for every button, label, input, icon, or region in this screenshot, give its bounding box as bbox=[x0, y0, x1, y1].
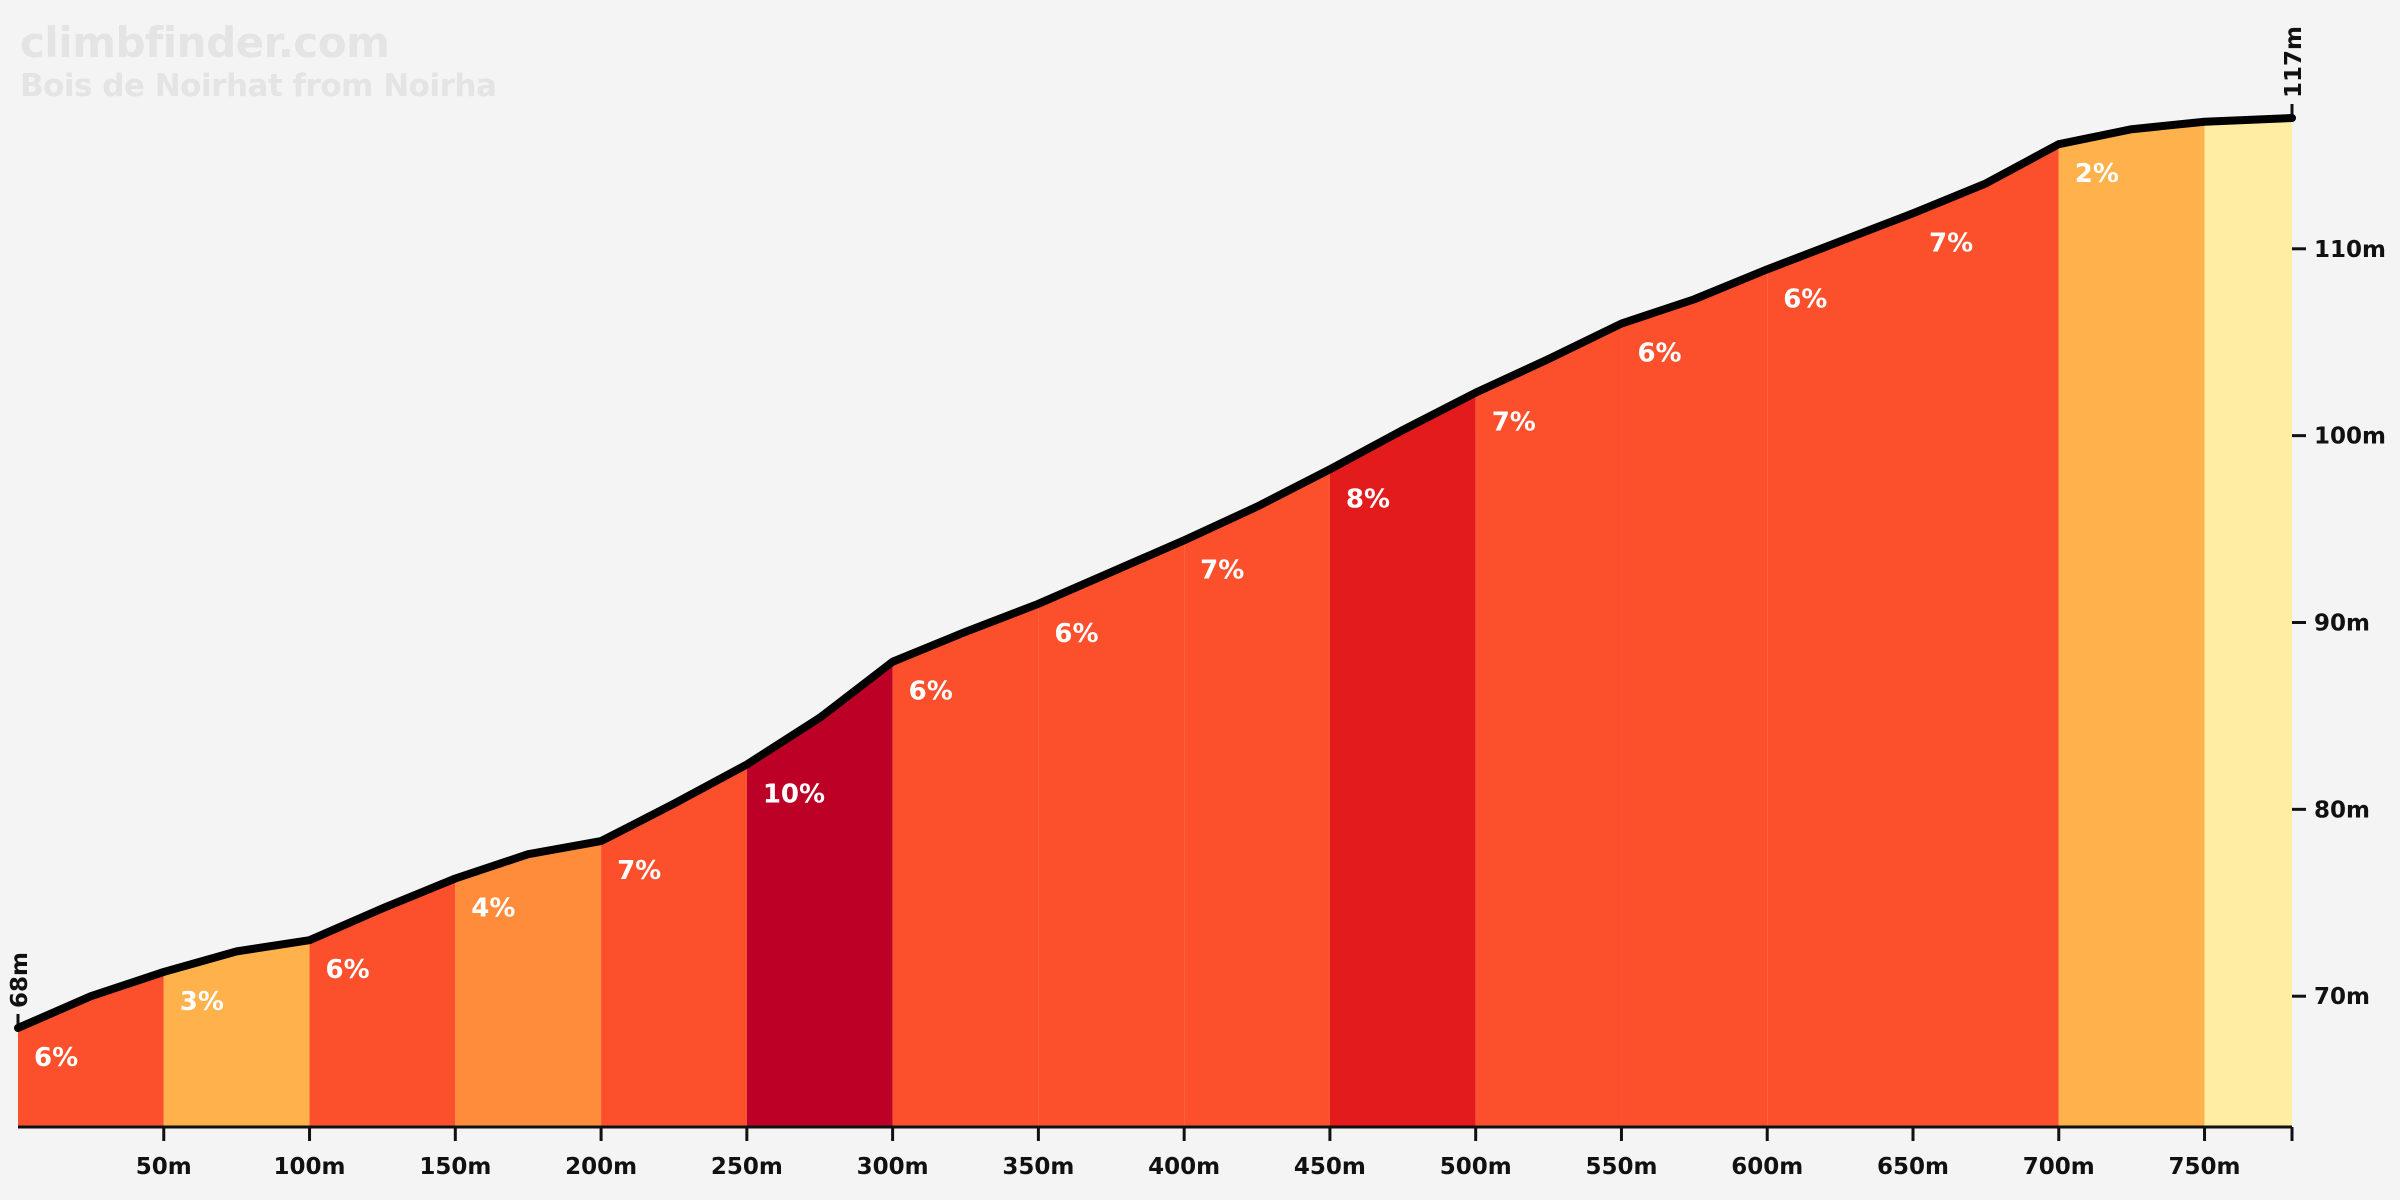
x-tick-label: 200m bbox=[565, 1154, 637, 1180]
x-tick-label: 750m bbox=[2169, 1154, 2241, 1180]
x-tick-label: 550m bbox=[1585, 1154, 1657, 1180]
x-tick-label: 400m bbox=[1148, 1154, 1220, 1180]
grade-label: 7% bbox=[617, 856, 661, 886]
grade-segment-8 bbox=[1184, 469, 1330, 1127]
x-tick-label: 650m bbox=[1877, 1154, 1949, 1180]
grade-label: 6% bbox=[909, 677, 953, 707]
grade-label: 10% bbox=[763, 780, 825, 810]
grade-segment-5 bbox=[746, 661, 893, 1127]
end-elevation-label: 117m bbox=[2281, 26, 2307, 98]
y-tick-label: 80m bbox=[2314, 797, 2370, 823]
y-tick-label: 110m bbox=[2314, 237, 2386, 263]
x-tick-label: 300m bbox=[857, 1154, 929, 1180]
profile-line-group bbox=[14, 114, 2296, 1032]
grade-label: 2% bbox=[2075, 159, 2119, 189]
grade-segment-2 bbox=[309, 878, 456, 1127]
y-tick-label: 100m bbox=[2314, 424, 2386, 450]
x-tick-label: 500m bbox=[1440, 1154, 1512, 1180]
grade-segment-4 bbox=[601, 764, 747, 1127]
y-tick-label: 70m bbox=[2314, 984, 2370, 1010]
grade-label: 6% bbox=[1637, 339, 1681, 369]
grade-segment-10 bbox=[1475, 323, 1622, 1127]
grade-label: 4% bbox=[471, 893, 515, 923]
grade-segment-1 bbox=[163, 940, 310, 1127]
grade-segment-15 bbox=[2204, 118, 2292, 1127]
site-name: climbfinder.com bbox=[20, 18, 390, 67]
x-tick-label: 50m bbox=[136, 1154, 192, 1180]
profile-line bbox=[14, 114, 2296, 1032]
grade-label: 6% bbox=[1054, 619, 1098, 649]
grade-segment-0 bbox=[18, 971, 164, 1127]
grade-segment-7 bbox=[1038, 540, 1185, 1127]
y-tick-label: 90m bbox=[2314, 611, 2370, 637]
grade-labels: 6% 3% 6% 4% 7% 10% 6% 6% 7% 8% 7% 6% 6% 7% 2% bbox=[34, 159, 2119, 1073]
grade-label: 6% bbox=[326, 955, 370, 985]
grade-segments bbox=[18, 118, 2292, 1128]
start-elevation-label: 68m bbox=[7, 952, 33, 1008]
grade-segment-6 bbox=[892, 603, 1039, 1127]
grade-segment-14 bbox=[2058, 121, 2205, 1127]
grade-label: 7% bbox=[1200, 555, 1244, 585]
grade-label: 3% bbox=[180, 987, 224, 1017]
grade-segment-12 bbox=[1767, 213, 1913, 1128]
axes: 50m 100m 150m 200m 250m 300m 350m 400m 450m 500m 5… bbox=[7, 26, 2386, 1180]
brand-header: climbfinder.com Bois de Noirhat from Noi… bbox=[20, 18, 497, 104]
grade-segment-9 bbox=[1329, 392, 1476, 1127]
x-tick-label: 100m bbox=[274, 1154, 346, 1180]
grade-label: 6% bbox=[34, 1043, 78, 1073]
x-tick-label: 450m bbox=[1294, 1154, 1366, 1180]
grade-label: 8% bbox=[1346, 484, 1390, 514]
x-tick-label: 150m bbox=[419, 1154, 491, 1180]
x-tick-label: 600m bbox=[1731, 1154, 1803, 1180]
grade-segment-3 bbox=[455, 841, 602, 1127]
grade-label: 7% bbox=[1492, 408, 1536, 438]
climb-name: Bois de Noirhat from Noirha bbox=[20, 68, 497, 104]
grade-segment-11 bbox=[1621, 269, 1768, 1128]
grade-label: 6% bbox=[1783, 284, 1827, 314]
x-tick-label: 700m bbox=[2023, 1154, 2095, 1180]
grade-segment-13 bbox=[1913, 144, 2059, 1128]
x-tick-label: 350m bbox=[1002, 1154, 1074, 1180]
x-tick-label: 250m bbox=[711, 1154, 783, 1180]
grade-label: 7% bbox=[1929, 228, 1973, 258]
